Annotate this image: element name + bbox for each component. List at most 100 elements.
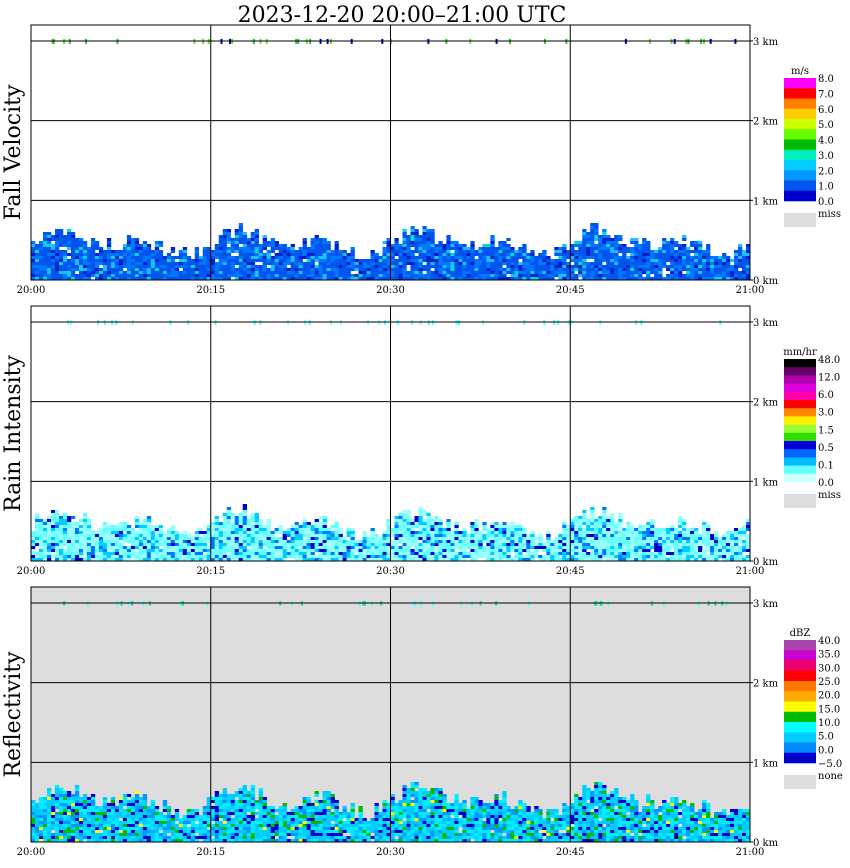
field-cell [542, 549, 547, 552]
field-cell [230, 558, 236, 561]
field-cell [70, 540, 76, 543]
field-cell [66, 271, 72, 274]
field-cell [230, 250, 236, 253]
field-cell [522, 268, 527, 271]
field-cell [286, 274, 291, 277]
field-cell [50, 519, 56, 522]
field-cell [210, 540, 216, 543]
field-cell [606, 241, 611, 244]
field-cell [118, 250, 124, 253]
field-cell [202, 250, 208, 253]
field-cell [298, 265, 303, 268]
field-cell [70, 537, 76, 540]
field-cell [150, 800, 156, 803]
field-cell [562, 256, 567, 259]
field-cell [110, 528, 116, 531]
field-cell [426, 540, 431, 543]
field-cell [102, 821, 108, 824]
field-cell [446, 277, 451, 280]
field-cell [598, 522, 603, 525]
field-cell [558, 262, 563, 265]
field-cell [254, 555, 259, 558]
field-cell [362, 558, 367, 561]
field-cell [602, 259, 607, 262]
field-cell [90, 812, 96, 815]
field-cell [31, 247, 36, 250]
field-cell [350, 268, 355, 271]
field-cell [470, 277, 475, 280]
field-cell [31, 241, 36, 244]
field-cell [586, 277, 591, 280]
field-cell [646, 555, 651, 558]
field-cell [602, 253, 607, 256]
field-cell [50, 797, 56, 800]
field-cell [522, 274, 527, 277]
field-cell [78, 809, 84, 812]
field-cell [206, 540, 212, 543]
field-cell [66, 522, 72, 525]
field-cell [598, 558, 603, 561]
field-cell [594, 238, 599, 241]
field-cell [334, 525, 339, 528]
colorbar-swatch [784, 98, 816, 110]
field-cell [134, 259, 140, 262]
field-cell [102, 256, 108, 259]
field-cell [62, 815, 68, 818]
field-cell [74, 824, 80, 827]
field-cell [102, 815, 108, 818]
field-cell [482, 265, 487, 268]
field-cell [658, 552, 663, 555]
field-cell [642, 537, 647, 540]
field-cell [122, 534, 128, 537]
field-cell [406, 253, 411, 256]
field-cell [506, 253, 511, 256]
field-cell [122, 794, 128, 797]
field-cell [582, 274, 587, 277]
field-cell [690, 262, 695, 265]
field-cell [298, 256, 303, 259]
field-cell [282, 555, 287, 558]
field-cell [58, 794, 64, 797]
field-cell [110, 800, 116, 803]
field-cell [258, 268, 263, 271]
field-cell [166, 259, 172, 262]
field-cell [498, 558, 503, 561]
field-cell [382, 537, 387, 540]
field-cell [538, 262, 543, 265]
field-cell [138, 534, 144, 537]
field-cell [694, 247, 699, 250]
field-cell [446, 259, 451, 262]
field-cell [570, 250, 575, 253]
field-cell [318, 244, 323, 247]
field-cell [314, 244, 319, 247]
field-cell [222, 531, 228, 534]
field-cell [426, 238, 431, 241]
field-cell [70, 839, 76, 842]
field-cell [474, 558, 479, 561]
field-cell [722, 540, 727, 543]
field-cell [126, 537, 132, 540]
field-cell [130, 540, 136, 543]
field-cell [682, 238, 687, 241]
field-cell [490, 247, 495, 250]
field-cell [138, 833, 144, 836]
field-cell [34, 262, 40, 265]
field-cell [654, 534, 659, 537]
field-cell [118, 833, 124, 836]
field-cell [170, 543, 176, 546]
field-cell [658, 528, 663, 531]
field-cell [46, 519, 52, 522]
field-cell [618, 274, 623, 277]
field-cell [590, 555, 595, 558]
field-cell [630, 528, 635, 531]
field-cell [110, 833, 116, 836]
field-cell [594, 229, 599, 232]
field-cell [290, 259, 295, 262]
field-cell [402, 241, 407, 244]
field-cell [550, 262, 555, 265]
field-cell [654, 253, 659, 256]
field-cell [326, 531, 331, 534]
field-cell [50, 543, 56, 546]
field-cell [582, 558, 587, 561]
field-cell [242, 256, 247, 259]
